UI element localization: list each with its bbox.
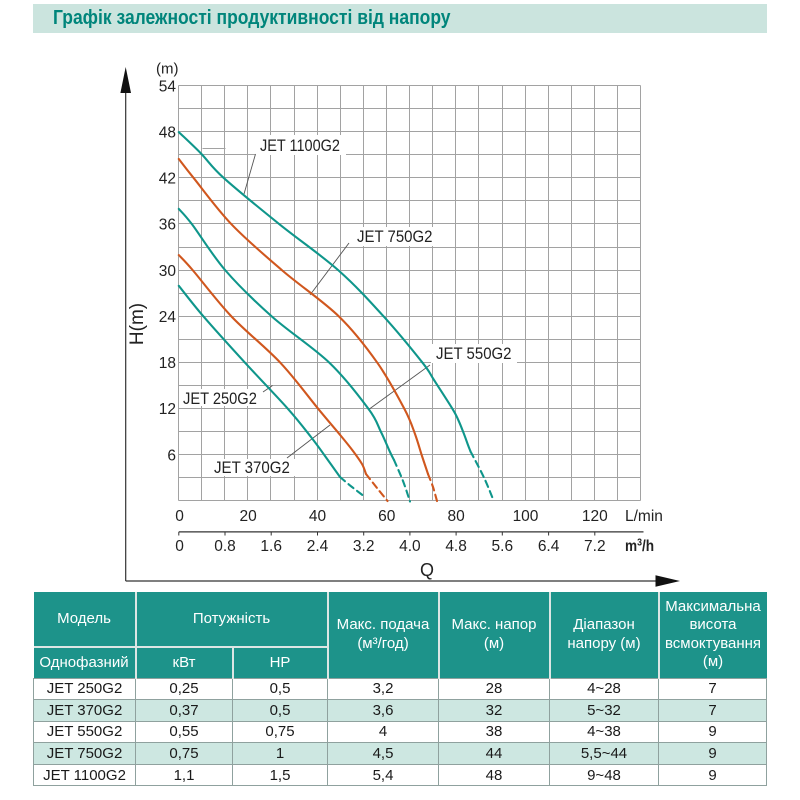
svg-text:40: 40 <box>309 508 327 525</box>
svg-text:120: 120 <box>582 508 608 525</box>
svg-text:30: 30 <box>159 263 177 280</box>
svg-text:H(m): H(m) <box>127 303 148 345</box>
svg-text:12: 12 <box>159 401 176 418</box>
svg-text:6.4: 6.4 <box>538 538 560 555</box>
svg-text:1.6: 1.6 <box>260 538 282 555</box>
svg-text:5.6: 5.6 <box>492 538 514 555</box>
svg-text:JET 550G2: JET 550G2 <box>436 344 512 363</box>
svg-text:L/min: L/min <box>625 508 663 525</box>
svg-text:JET 250G2: JET 250G2 <box>183 390 257 408</box>
svg-text:24: 24 <box>159 309 177 326</box>
svg-text:4.8: 4.8 <box>445 538 467 555</box>
svg-text:m3/h: m3/h <box>625 536 654 556</box>
svg-text:0: 0 <box>175 508 184 525</box>
svg-text:20: 20 <box>239 508 257 525</box>
svg-text:0: 0 <box>175 538 184 555</box>
svg-text:(m): (m) <box>156 61 179 78</box>
svg-text:48: 48 <box>159 124 176 141</box>
svg-text:4.0: 4.0 <box>399 538 421 555</box>
svg-text:60: 60 <box>378 508 396 525</box>
svg-text:0.8: 0.8 <box>214 538 236 555</box>
svg-text:7.2: 7.2 <box>584 538 606 555</box>
svg-text:80: 80 <box>447 508 465 525</box>
svg-text:JET 370G2: JET 370G2 <box>214 458 290 477</box>
svg-text:36: 36 <box>159 217 176 234</box>
svg-text:JET 1100G2: JET 1100G2 <box>260 137 340 155</box>
svg-text:54: 54 <box>159 78 177 95</box>
svg-text:Q: Q <box>420 560 434 580</box>
svg-text:6: 6 <box>167 447 176 464</box>
svg-text:JET 750G2: JET 750G2 <box>357 227 433 246</box>
svg-text:3.2: 3.2 <box>353 538 375 555</box>
svg-text:18: 18 <box>159 355 176 372</box>
svg-text:100: 100 <box>513 508 539 525</box>
svg-text:42: 42 <box>159 171 176 188</box>
svg-text:2.4: 2.4 <box>307 538 329 555</box>
